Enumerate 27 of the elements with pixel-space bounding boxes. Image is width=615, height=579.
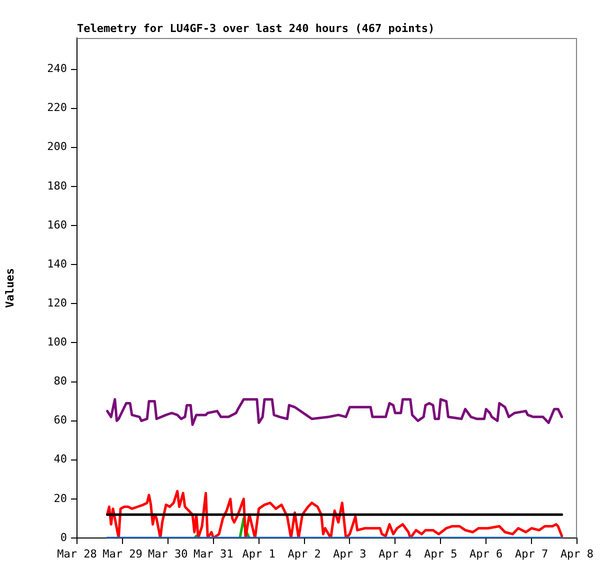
x-tick-label: Mar 28 [57,547,97,560]
chart-title: Telemetry for LU4GF-3 over last 240 hours (467 points) [77,22,435,35]
y-tick-label: 140 [47,257,67,270]
x-tick-label: Apr 2 [288,547,321,560]
x-tick-label: Mar 29 [102,547,142,560]
x-tick-label: Mar 30 [148,547,188,560]
x-tick-label: Apr 1 [242,547,276,560]
y-tick-label: 80 [54,374,67,388]
y-axis-title: Values [3,268,16,308]
y-tick-label: 180 [47,179,67,192]
y-tick-label: 60 [54,414,67,427]
x-tick-label: Apr 4 [378,547,412,560]
y-tick-label: 160 [47,218,67,232]
y-tick-label: 220 [47,101,67,114]
x-tick-label: Mar 31 [193,547,234,560]
y-tick-label: 40 [54,452,67,466]
x-tick-label: Apr 7 [514,547,548,560]
y-tick-label: 100 [47,336,67,349]
x-tick-label: Apr 5 [424,547,458,560]
y-tick-label: 240 [47,62,67,76]
y-tick-label: 0 [60,530,67,544]
x-tick-label: Apr 6 [470,547,503,560]
x-tick-label: Apr 8 [560,547,594,560]
y-tick-label: 20 [54,492,67,505]
y-tick-label: 200 [47,140,67,154]
x-tick-label: Apr 3 [333,547,366,560]
y-tick-label: 120 [47,296,67,310]
